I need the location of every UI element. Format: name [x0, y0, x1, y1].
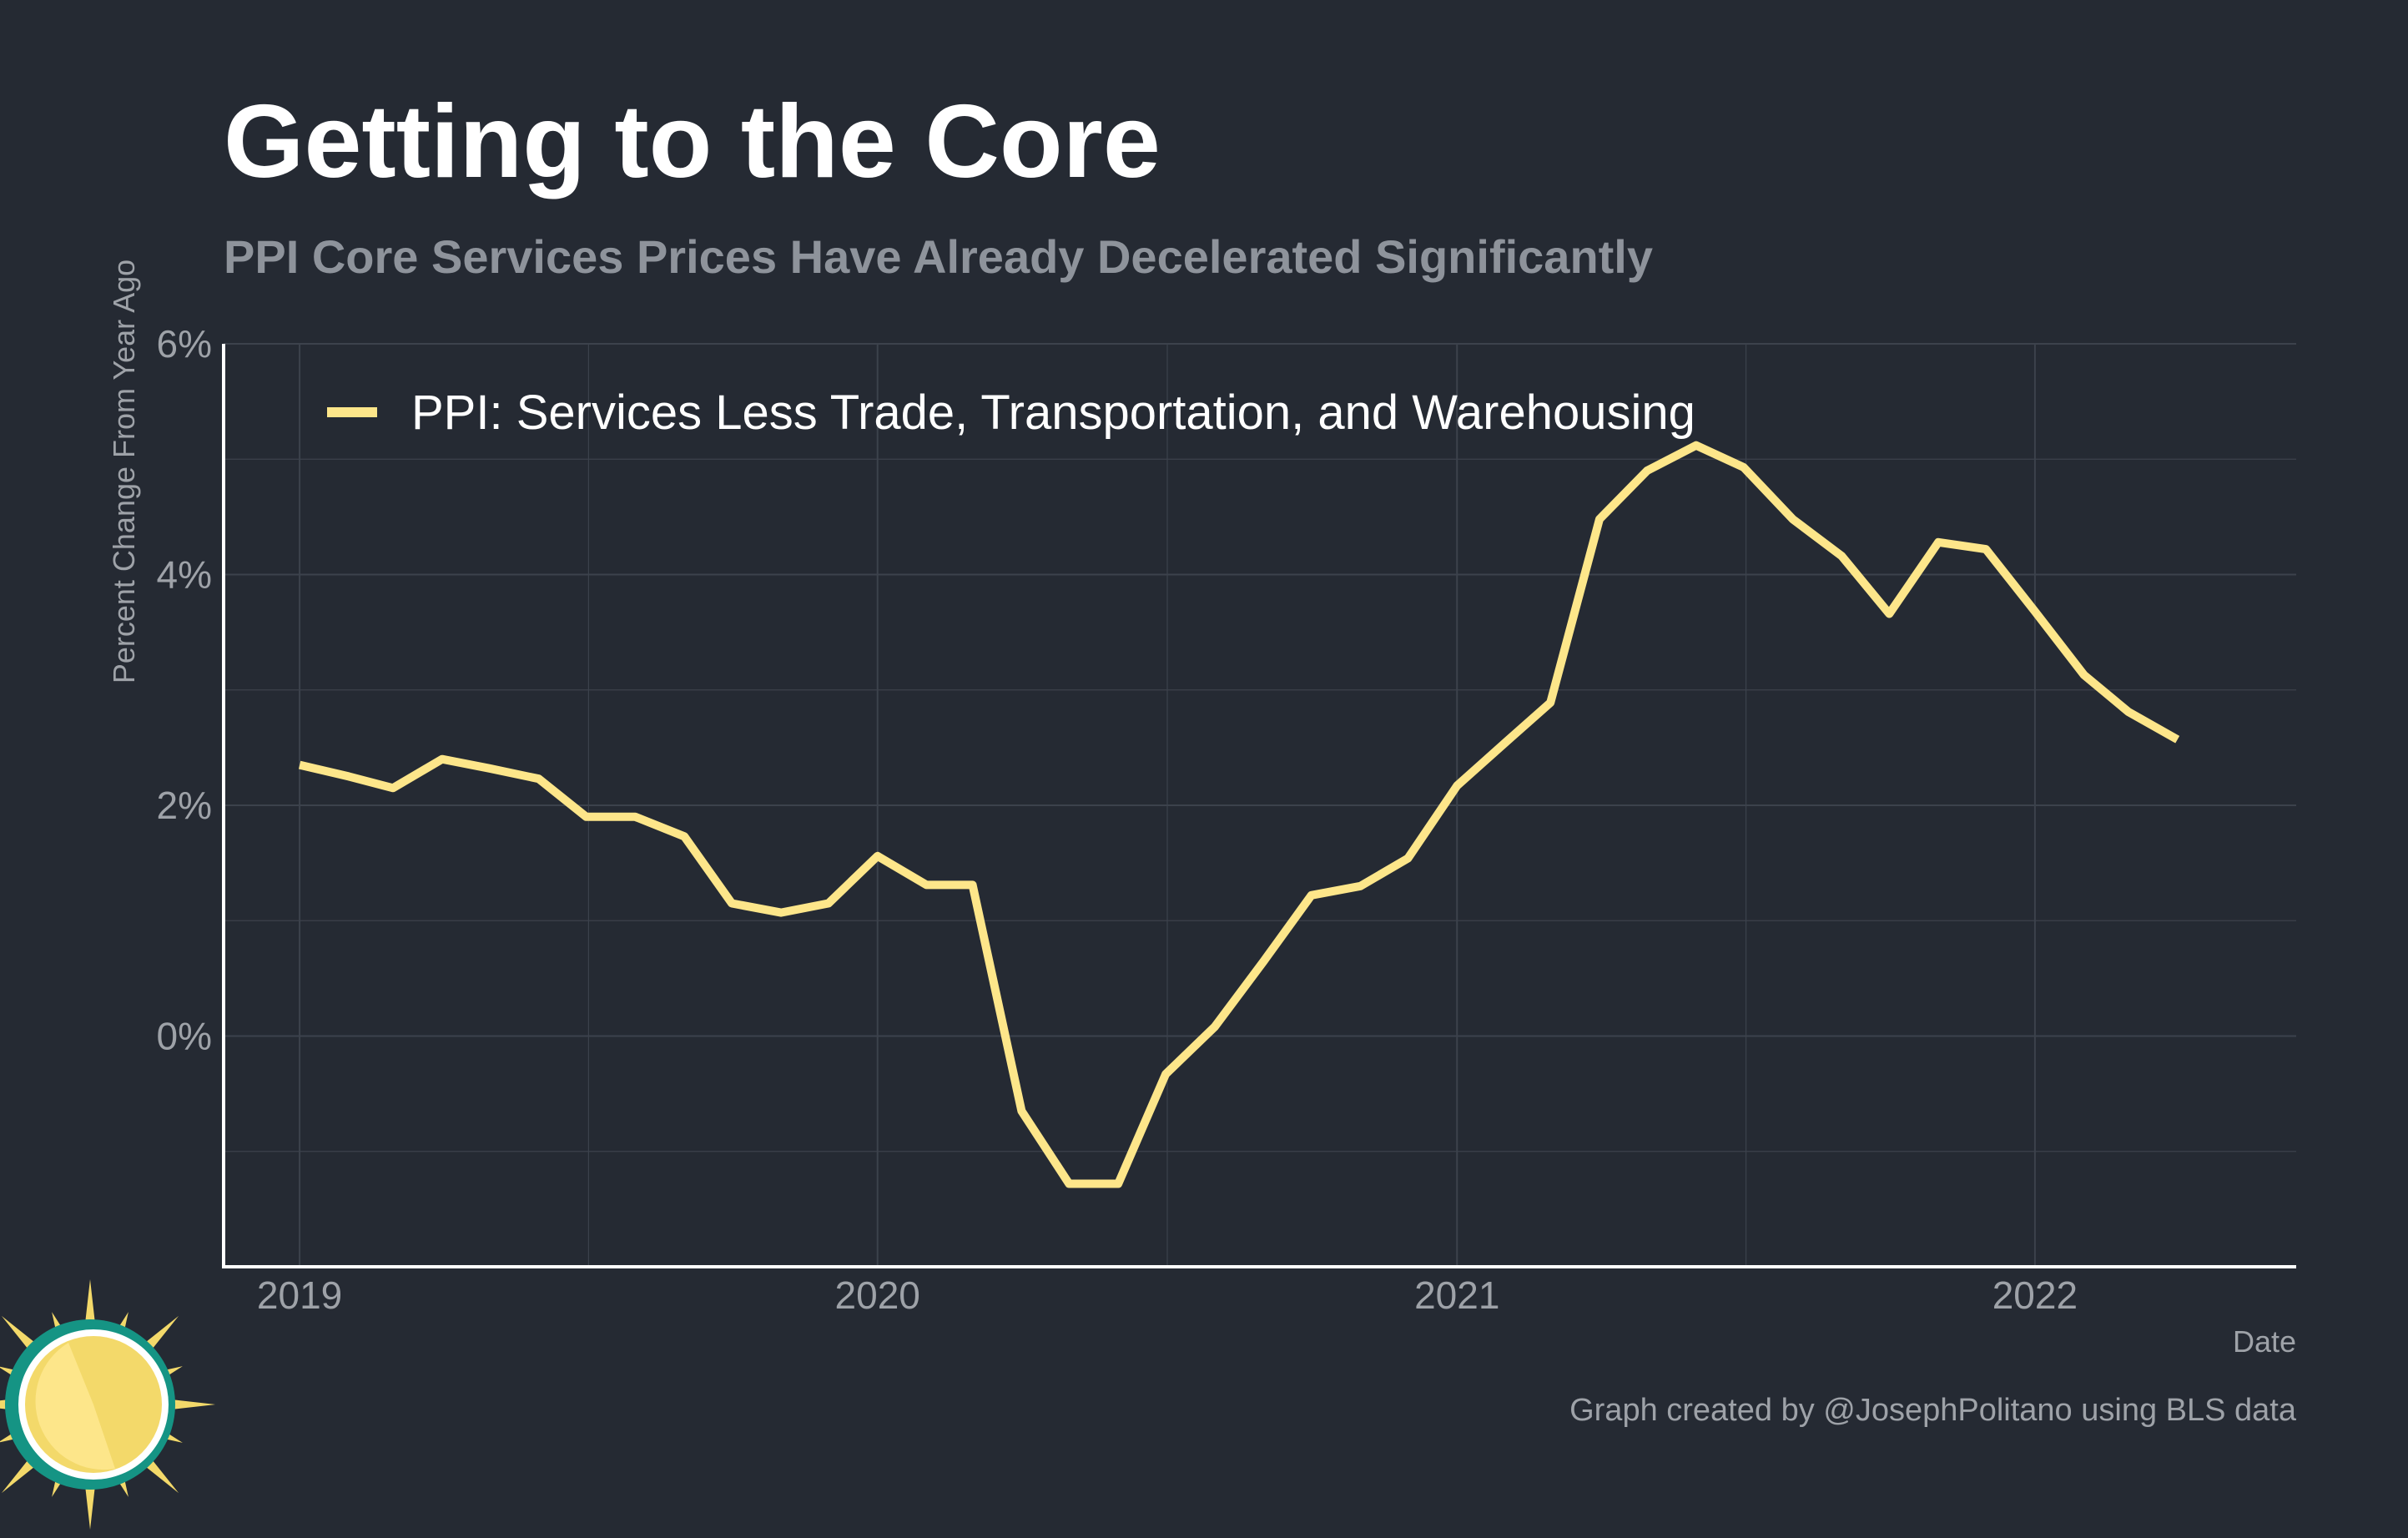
x-tick-label: 2020	[835, 1273, 920, 1317]
sun-clock-logo-icon	[0, 1279, 215, 1530]
grid-lines	[224, 343, 2296, 1268]
y-tick-label: 2%	[157, 784, 212, 827]
legend-label: PPI: Services Less Trade, Transportation…	[411, 386, 1695, 440]
x-tick-label: 2022	[1992, 1273, 2078, 1317]
x-tick-label: 2019	[257, 1273, 342, 1317]
y-tick-label: 0%	[157, 1015, 212, 1058]
logo-clock-hand	[35, 1343, 115, 1470]
series-lines	[298, 441, 2180, 1188]
x-tick-label: 2021	[1414, 1273, 1499, 1317]
y-tick-label: 4%	[157, 553, 212, 597]
y-axis-title: Percent Change From Year Ago	[107, 260, 141, 683]
axes	[222, 344, 2296, 1268]
x-axis-title: Date	[2233, 1324, 2296, 1359]
tick-labels: 0% 2% 4% 6% 2019 2020 2021 2022	[157, 322, 2078, 1317]
chart-title: Getting to the Core	[224, 84, 1161, 199]
y-tick-label: 6%	[157, 322, 212, 366]
series-line	[298, 441, 2180, 1188]
source-caption: Graph created by @JosephPolitano using B…	[1569, 1393, 2297, 1428]
chart-subtitle: PPI Core Services Prices Have Already De…	[224, 230, 1654, 283]
legend: PPI: Services Less Trade, Transportation…	[327, 386, 1695, 440]
